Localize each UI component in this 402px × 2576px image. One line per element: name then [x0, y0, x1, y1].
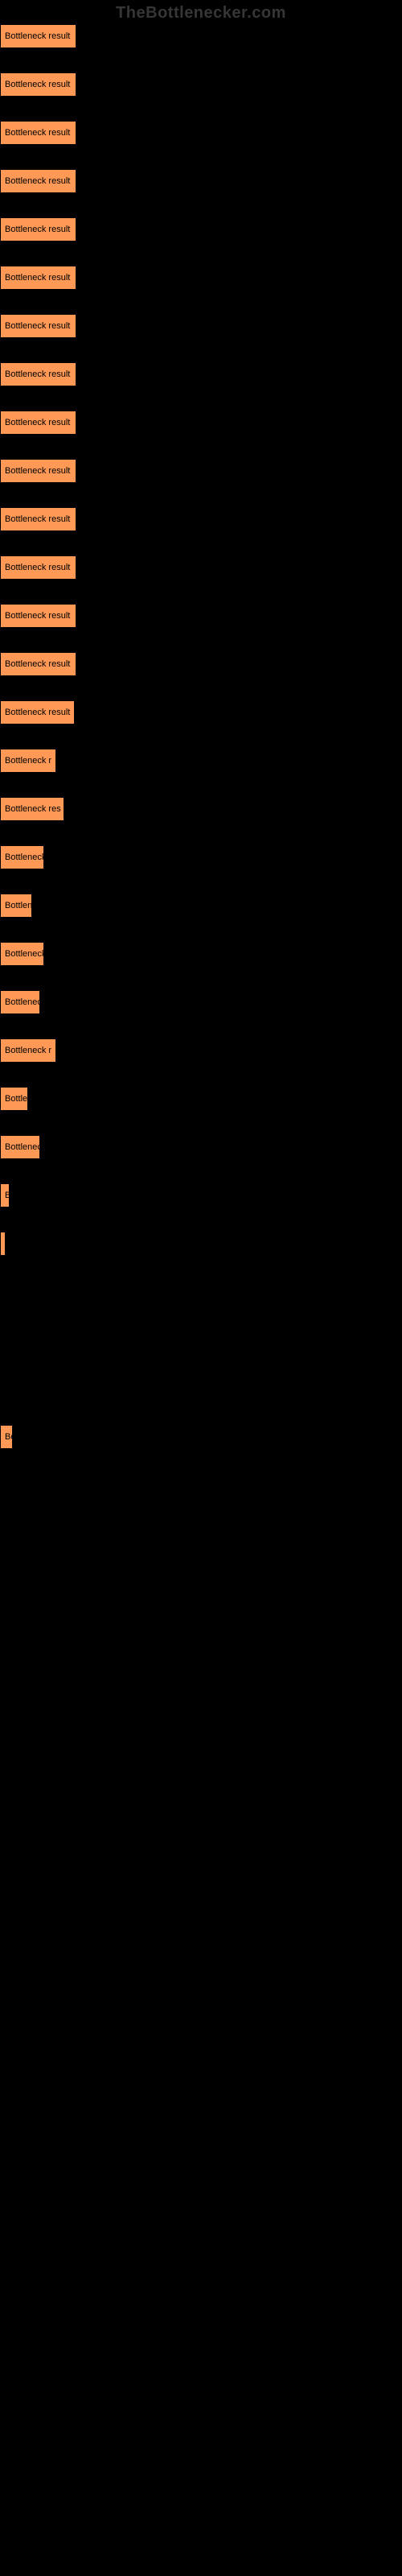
- chart-bar: Bottleneck result: [0, 700, 75, 724]
- bar-row: Bottleneck r: [0, 1038, 402, 1063]
- bar-row: [0, 2439, 402, 2463]
- chart-container: Bottleneck result Bottleneck result Bottle…: [0, 0, 402, 2560]
- bar-row: Bottleneck result: [0, 121, 402, 145]
- chart-bar: Bottleneck result: [0, 121, 76, 145]
- bar-row: Bottleneck result: [0, 72, 402, 97]
- chart-bar: Bottlenec: [0, 990, 40, 1014]
- chart-bar: Bottleneck result: [0, 652, 76, 676]
- bar-row: [0, 1618, 402, 1642]
- bar-row: [0, 1666, 402, 1690]
- watermark-text: TheBottlenecker.com: [0, 4, 402, 23]
- bar-row: [0, 1811, 402, 1835]
- chart-bar: Bo: [0, 1425, 13, 1449]
- bar-row: [0, 1763, 402, 1787]
- bar-row: [0, 1715, 402, 1739]
- bar-row: [0, 1521, 402, 1546]
- bar-row: [0, 1280, 402, 1304]
- bar-row: Bottleneck result: [0, 604, 402, 628]
- chart-bar: Bottleneck result: [0, 169, 76, 193]
- chart-bar: [0, 1232, 6, 1256]
- bar-row: [0, 1473, 402, 1497]
- chart-bar: Bottleneck result: [0, 24, 76, 48]
- chart-bar: Bottleneck: [0, 942, 44, 966]
- bar-row: Bottleneck r: [0, 749, 402, 773]
- chart-bar: Bottleneck result: [0, 411, 76, 435]
- chart-bar: Bottlen: [0, 894, 32, 918]
- bar-row: Bottleneck: [0, 942, 402, 966]
- bar-row: Bottleneck result: [0, 652, 402, 676]
- bar-row: B: [0, 1183, 402, 1208]
- bar-row: [0, 1908, 402, 1932]
- bar-row: [0, 2149, 402, 2174]
- bar-row: Bottleneck result: [0, 217, 402, 242]
- bar-row: [0, 1377, 402, 1401]
- chart-bar: Bottleneck res: [0, 797, 64, 821]
- bar-row: Bottlenec: [0, 990, 402, 1014]
- bar-row: Bottleneck result: [0, 555, 402, 580]
- bar-row: Bottlen: [0, 894, 402, 918]
- bar-row: Bottleneck result: [0, 362, 402, 386]
- bar-row: [0, 2343, 402, 2367]
- bar-row: [0, 1328, 402, 1352]
- bar-row: Bottleneck result: [0, 169, 402, 193]
- bar-row: Bottleneck: [0, 845, 402, 869]
- bar-row: [0, 2053, 402, 2077]
- bar-row: [0, 2487, 402, 2512]
- bar-row: [0, 2004, 402, 2029]
- bar-row: Bottleneck result: [0, 24, 402, 48]
- bar-row: Bo: [0, 1425, 402, 1449]
- bar-row: Bottleneck result: [0, 459, 402, 483]
- bar-row: Bottle: [0, 1087, 402, 1111]
- bar-row: [0, 1860, 402, 1884]
- chart-bar: Bottleneck r: [0, 749, 56, 773]
- chart-bar: Bottleneck result: [0, 72, 76, 97]
- chart-bar: Bottleneck result: [0, 362, 76, 386]
- chart-bar: Bottlenec: [0, 1135, 40, 1159]
- bar-row: Bottleneck result: [0, 266, 402, 290]
- chart-bar: Bottleneck: [0, 845, 44, 869]
- bar-row: Bottleneck result: [0, 411, 402, 435]
- bar-row: [0, 1570, 402, 1594]
- chart-bar: Bottleneck r: [0, 1038, 56, 1063]
- bar-row: Bottleneck result: [0, 700, 402, 724]
- chart-bar: Bottleneck result: [0, 217, 76, 242]
- chart-bar: Bottleneck result: [0, 266, 76, 290]
- bar-row: [0, 2294, 402, 2318]
- bar-row: Bottlenec: [0, 1135, 402, 1159]
- bar-row: Bottleneck result: [0, 314, 402, 338]
- bar-row: Bottleneck result: [0, 507, 402, 531]
- bar-row: [0, 2198, 402, 2222]
- chart-bar: Bottleneck result: [0, 604, 76, 628]
- bar-row: [0, 2101, 402, 2125]
- chart-bar: B: [0, 1183, 10, 1208]
- chart-bar: Bottle: [0, 1087, 28, 1111]
- chart-bar: Bottleneck result: [0, 507, 76, 531]
- chart-bar: Bottleneck result: [0, 459, 76, 483]
- bar-row: [0, 1232, 402, 1256]
- bar-row: Bottleneck res: [0, 797, 402, 821]
- bar-row: [0, 2391, 402, 2415]
- bar-row: [0, 1956, 402, 1980]
- chart-bar: Bottleneck result: [0, 555, 76, 580]
- chart-bar: Bottleneck result: [0, 314, 76, 338]
- bar-row: [0, 2246, 402, 2270]
